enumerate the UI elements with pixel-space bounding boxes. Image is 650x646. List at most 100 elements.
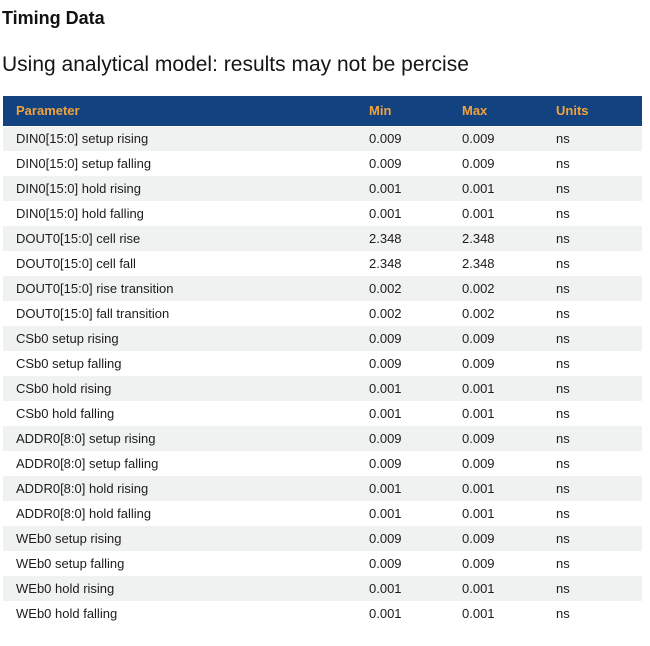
cell-units: ns (556, 281, 570, 296)
table-row: DOUT0[15:0] cell fall 2.348 2.348 ns (3, 251, 642, 276)
cell-max: 0.009 (462, 531, 495, 546)
cell-parameter: CSb0 hold rising (16, 381, 112, 396)
cell-units: ns (556, 156, 570, 171)
cell-min: 0.001 (369, 506, 402, 521)
cell-max: 0.001 (462, 181, 495, 196)
cell-min: 2.348 (369, 231, 402, 246)
cell-units: ns (556, 581, 570, 596)
cell-units: ns (556, 206, 570, 221)
cell-parameter: ADDR0[8:0] hold falling (16, 506, 152, 521)
cell-parameter: ADDR0[8:0] hold rising (16, 481, 149, 496)
cell-min: 0.009 (369, 331, 402, 346)
cell-min: 0.009 (369, 131, 402, 147)
table-row: WEb0 setup falling 0.009 0.009 ns (3, 551, 642, 576)
table-row: CSb0 hold rising 0.001 0.001 ns (3, 376, 642, 401)
cell-max: 0.009 (462, 456, 495, 471)
column-header-units: Units (543, 96, 642, 127)
table-row: DIN0[15:0] hold rising 0.001 0.001 ns (3, 176, 642, 201)
cell-parameter: CSb0 hold falling (16, 406, 115, 421)
cell-max: 2.348 (462, 256, 495, 271)
cell-units: ns (556, 481, 570, 496)
cell-max: 0.009 (462, 556, 495, 571)
timing-data-table: Parameter Min Max Units DIN0[15:0] setup… (3, 96, 642, 626)
table-row: ADDR0[8:0] hold rising 0.001 0.001 ns (3, 476, 642, 501)
cell-units: ns (556, 431, 570, 446)
cell-min: 0.001 (369, 481, 402, 496)
table-row: WEb0 setup rising 0.009 0.009 ns (3, 526, 642, 551)
cell-min: 2.348 (369, 256, 402, 271)
cell-min: 0.002 (369, 306, 402, 321)
cell-units: ns (556, 181, 570, 196)
cell-parameter: WEb0 hold falling (16, 606, 118, 621)
cell-min: 0.009 (369, 356, 402, 371)
cell-max: 0.002 (462, 281, 495, 296)
cell-units: ns (556, 531, 570, 546)
cell-parameter: DOUT0[15:0] fall transition (16, 306, 170, 321)
cell-parameter: DIN0[15:0] setup rising (16, 131, 149, 147)
cell-parameter: DOUT0[15:0] cell rise (16, 231, 141, 246)
cell-min: 0.009 (369, 531, 402, 546)
cell-units: ns (556, 331, 570, 346)
table-row: ADDR0[8:0] setup rising 0.009 0.009 ns (3, 426, 642, 451)
table-body: DIN0[15:0] setup rising 0.009 0.009 ns DIN0[… (3, 126, 642, 626)
cell-units: ns (556, 131, 570, 147)
cell-units: ns (556, 556, 570, 571)
table-row: DOUT0[15:0] fall transition 0.002 0.002 ns (3, 301, 642, 326)
cell-parameter: WEb0 hold rising (16, 581, 115, 596)
cell-max: 0.001 (462, 581, 495, 596)
cell-min: 0.001 (369, 606, 402, 621)
table-header-row: Parameter Min Max Units (3, 96, 642, 127)
page-subtitle: Using analytical model: results may not … (2, 53, 469, 76)
column-header-min: Min (356, 96, 449, 127)
table-row: CSb0 hold falling 0.001 0.001 ns (3, 401, 642, 426)
cell-max: 0.009 (462, 331, 495, 346)
cell-max: 0.009 (462, 131, 495, 147)
cell-units: ns (556, 406, 570, 421)
cell-min: 0.001 (369, 206, 402, 221)
table-row: WEb0 hold rising 0.001 0.001 ns (3, 576, 642, 601)
table-row: WEb0 hold falling 0.001 0.001 ns (3, 601, 642, 626)
cell-parameter: DIN0[15:0] setup falling (16, 156, 152, 171)
table-row: DOUT0[15:0] rise transition 0.002 0.002 ns (3, 276, 642, 301)
table-row: CSb0 setup falling 0.009 0.009 ns (3, 351, 642, 376)
cell-max: 0.009 (462, 156, 495, 171)
cell-min: 0.009 (369, 556, 402, 571)
cell-units: ns (556, 456, 570, 471)
cell-units: ns (556, 356, 570, 371)
cell-parameter: ADDR0[8:0] setup rising (16, 431, 156, 446)
cell-max: 0.009 (462, 431, 495, 446)
table-row: DIN0[15:0] setup rising 0.009 0.009 ns (3, 126, 642, 151)
cell-units: ns (556, 381, 570, 396)
table-row: CSb0 setup rising 0.009 0.009 ns (3, 326, 642, 351)
cell-parameter: DOUT0[15:0] cell fall (16, 256, 136, 271)
cell-units: ns (556, 306, 570, 321)
cell-max: 0.002 (462, 306, 495, 321)
cell-units: ns (556, 231, 570, 246)
cell-min: 0.009 (369, 156, 402, 171)
cell-parameter: DIN0[15:0] hold falling (16, 206, 144, 221)
cell-parameter: DIN0[15:0] hold rising (16, 181, 142, 196)
cell-parameter: WEb0 setup rising (16, 531, 122, 546)
cell-min: 0.001 (369, 581, 402, 596)
table-row: ADDR0[8:0] hold falling 0.001 0.001 ns (3, 501, 642, 526)
cell-max: 0.001 (462, 406, 495, 421)
cell-max: 2.348 (462, 231, 495, 246)
cell-max: 0.001 (462, 381, 495, 396)
cell-units: ns (556, 256, 570, 271)
cell-parameter: CSb0 setup falling (16, 356, 122, 371)
table-row: ADDR0[8:0] setup falling 0.009 0.009 ns (3, 451, 642, 476)
cell-min: 0.009 (369, 456, 402, 471)
cell-parameter: WEb0 setup falling (16, 556, 125, 571)
cell-min: 0.009 (369, 431, 402, 446)
column-header-max: Max (449, 96, 543, 127)
cell-max: 0.001 (462, 606, 495, 621)
cell-max: 0.001 (462, 506, 495, 521)
cell-parameter: CSb0 setup rising (16, 331, 119, 346)
cell-min: 0.001 (369, 181, 402, 196)
page-title: Timing Data (2, 8, 105, 28)
cell-max: 0.001 (462, 206, 495, 221)
table-row: DIN0[15:0] setup falling 0.009 0.009 ns (3, 151, 642, 176)
column-header-parameter: Parameter (3, 96, 356, 127)
cell-parameter: ADDR0[8:0] setup falling (16, 456, 159, 471)
